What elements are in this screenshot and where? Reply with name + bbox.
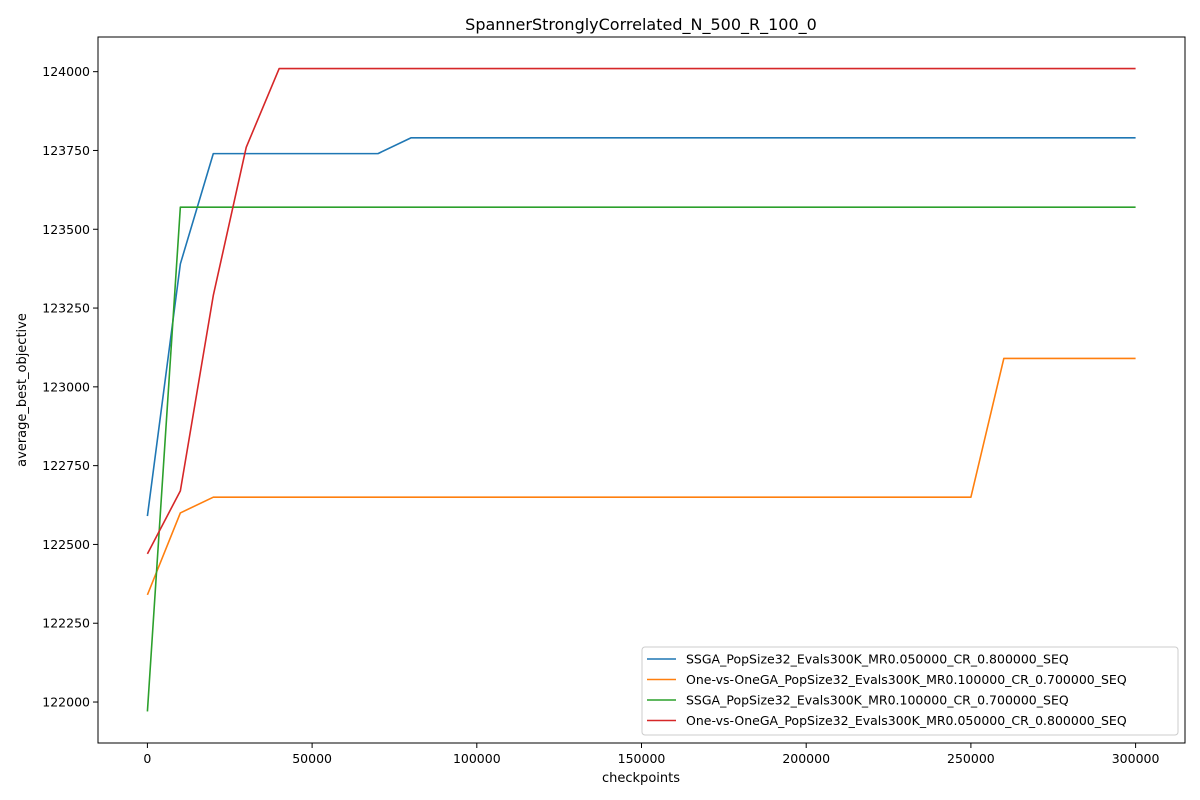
x-tick-label: 50000 bbox=[292, 751, 332, 766]
y-tick-label: 123500 bbox=[42, 222, 90, 237]
legend-label-1: SSGA_PopSize32_Evals300K_MR0.050000_CR_0… bbox=[686, 652, 1069, 667]
y-tick-label: 123000 bbox=[42, 379, 90, 394]
x-tick-label: 150000 bbox=[618, 751, 666, 766]
series-line-2 bbox=[146, 357, 1136, 596]
y-tick-label: 122500 bbox=[42, 537, 90, 552]
series-line-4 bbox=[146, 67, 1136, 555]
legend-label-4: One-vs-OneGA_PopSize32_Evals300K_MR0.050… bbox=[686, 713, 1127, 728]
y-axis-ticks: 122000 122250 122500 122750 123000 123250 1235… bbox=[42, 64, 98, 710]
x-axis-label: checkpoints bbox=[602, 771, 680, 786]
plot-series-group bbox=[146, 67, 1136, 712]
y-axis-label: average_best_objective bbox=[15, 313, 30, 467]
x-tick-label: 200000 bbox=[782, 751, 830, 766]
legend-box bbox=[641, 646, 1179, 736]
y-tick-label: 123750 bbox=[42, 143, 90, 158]
x-tick-label: 250000 bbox=[947, 751, 995, 766]
y-tick-label: 122750 bbox=[42, 458, 90, 473]
y-tick-label: 122250 bbox=[42, 616, 90, 631]
plot-area-frame bbox=[97, 36, 1186, 744]
y-tick-label: 122000 bbox=[42, 695, 90, 710]
series-line-3 bbox=[146, 206, 1136, 712]
y-tick-label: 124000 bbox=[42, 64, 90, 79]
x-tick-label: 300000 bbox=[1112, 751, 1160, 766]
x-tick-label: 100000 bbox=[453, 751, 501, 766]
series-line-1 bbox=[146, 137, 1136, 517]
chart-title: SpannerStronglyCorrelated_N_500_R_100_0 bbox=[465, 15, 817, 35]
legend-label-3: SSGA_PopSize32_Evals300K_MR0.100000_CR_0… bbox=[686, 693, 1069, 708]
x-tick-label: 0 bbox=[143, 751, 151, 766]
legend: SSGA_PopSize32_Evals300K_MR0.050000_CR_0… bbox=[641, 646, 1179, 736]
legend-label-2: One-vs-OneGA_PopSize32_Evals300K_MR0.100… bbox=[686, 672, 1127, 687]
y-tick-label: 123250 bbox=[42, 301, 90, 316]
x-axis-ticks: 0 50000 100000 150000 200000 250000 300000 bbox=[143, 743, 1159, 766]
